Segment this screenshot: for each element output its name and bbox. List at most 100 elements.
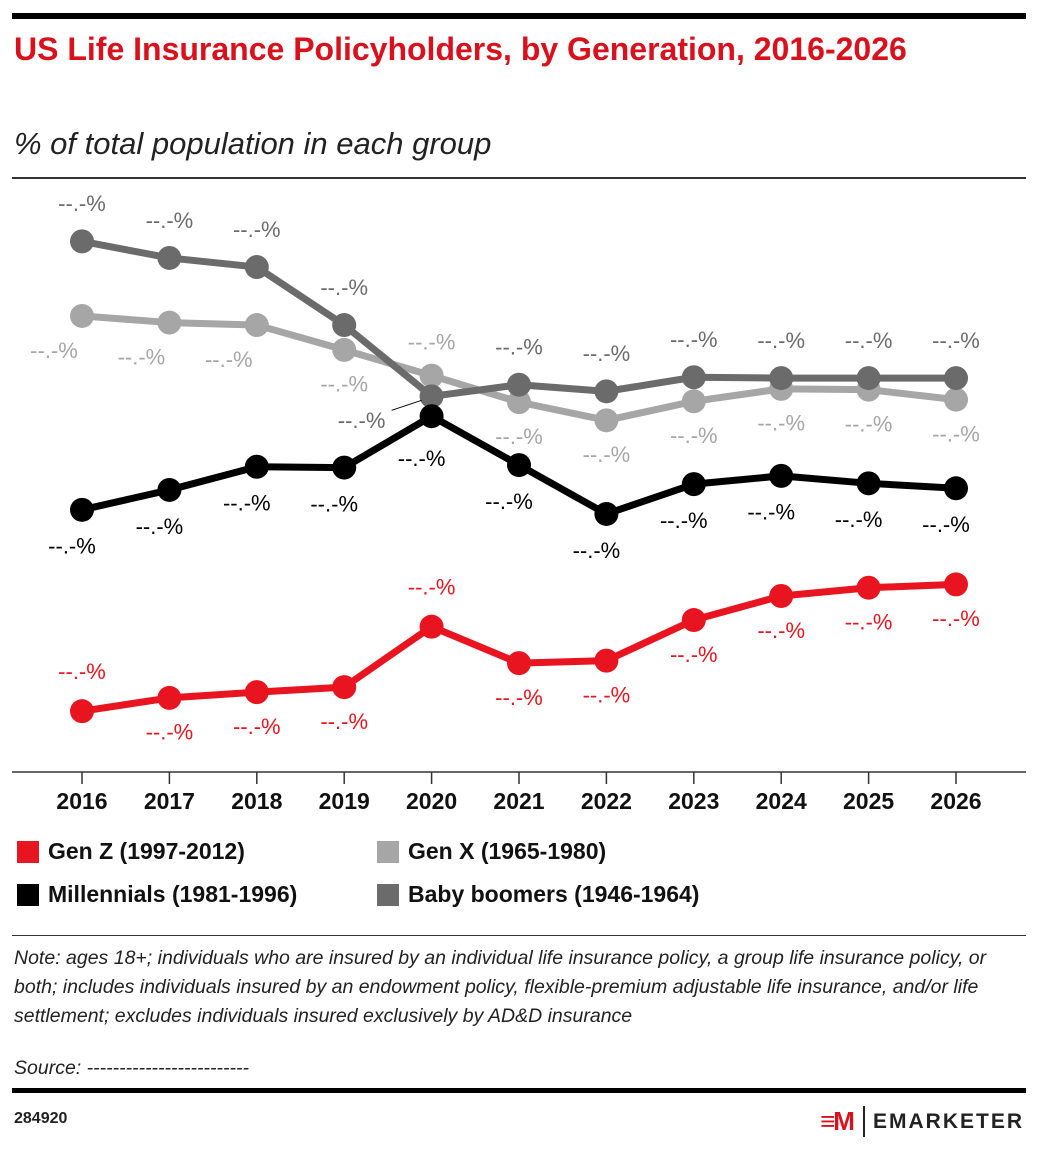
data-label: --.-% [660, 508, 708, 533]
data-point [332, 337, 357, 362]
data-label: --.-% [583, 442, 631, 467]
data-point [419, 363, 444, 388]
data-point [681, 365, 706, 390]
data-label: --.-% [398, 446, 446, 471]
data-label: --.-% [495, 424, 543, 449]
data-point [944, 366, 968, 391]
data-point [244, 454, 269, 479]
source: Source: ------------------------- [14, 1057, 249, 1079]
note: Note: ages 18+; individuals who are insu… [14, 947, 987, 1027]
data-point [944, 476, 968, 501]
data-point [507, 651, 531, 676]
x-tick-label: 2018 [231, 788, 282, 814]
bottom-bar [12, 1088, 1026, 1093]
data-point [769, 584, 794, 608]
chart-title: US Life Insurance Policyholders, by Gene… [14, 31, 907, 67]
data-label: --.-% [845, 328, 893, 353]
data-label: --.-% [495, 685, 543, 710]
data-point [856, 471, 881, 496]
data-point [419, 614, 444, 639]
data-label: --.-% [48, 534, 96, 559]
data-label: --.-% [583, 341, 631, 366]
data-point [332, 313, 357, 338]
data-point [70, 229, 94, 254]
chart: 2016 2017 2018 2019 2020 2021 2022 2023 2024 2025… [12, 191, 1026, 907]
data-label: --.-% [338, 408, 386, 433]
chart-id: 284920 [14, 1110, 68, 1127]
data-label: --.-% [320, 275, 368, 300]
data-label: --.-% [320, 709, 368, 734]
data-point [70, 497, 94, 522]
data-point [332, 455, 357, 480]
data-label: --.-% [835, 507, 883, 532]
data-label: --.-% [670, 423, 718, 448]
chart-subtitle: % of total population in each group [14, 126, 492, 161]
x-tick-label: 2026 [930, 788, 981, 814]
data-point [157, 245, 182, 270]
data-point [244, 255, 269, 280]
data-point [507, 453, 531, 478]
divider [12, 935, 1026, 936]
top-bar [12, 13, 1026, 19]
divider [12, 177, 1026, 179]
data-point [944, 387, 968, 412]
data-label: --.-% [146, 208, 194, 233]
data-point [244, 313, 269, 338]
legend-label: Gen X (1965-1980) [408, 838, 606, 864]
data-label: --.-% [670, 642, 718, 667]
data-label: --.-% [408, 329, 456, 354]
data-point [769, 366, 794, 391]
data-point [419, 404, 444, 429]
data-label: --.-% [757, 618, 805, 643]
data-label: --.-% [58, 659, 106, 684]
data-point [70, 303, 94, 328]
data-label: --.-% [205, 347, 253, 372]
data-label: --.-% [932, 606, 980, 631]
data-label: --.-% [233, 217, 281, 242]
leader-line [391, 399, 422, 411]
data-label: --.-% [223, 491, 271, 516]
data-label: --.-% [233, 714, 281, 739]
legend-label: Gen Z (1997-2012) [48, 838, 245, 864]
legend-label: Baby boomers (1946-1964) [408, 881, 699, 907]
x-tick-label: 2020 [406, 788, 457, 814]
legend-swatch [377, 841, 399, 863]
data-point [594, 379, 619, 404]
data-point [157, 310, 182, 335]
x-tick-label: 2017 [144, 788, 195, 814]
data-point [70, 699, 94, 724]
data-point [507, 372, 531, 397]
data-point [856, 366, 881, 391]
data-label: --.-% [670, 327, 718, 352]
data-label: --.-% [757, 411, 805, 436]
data-label: --.-% [583, 682, 631, 707]
legend-swatch [17, 884, 39, 906]
data-label: --.-% [320, 372, 368, 397]
data-point [157, 477, 182, 502]
data-point [244, 680, 269, 705]
x-tick-label: 2022 [581, 788, 632, 814]
x-tick-label: 2024 [756, 788, 807, 814]
data-label: --.-% [58, 191, 106, 216]
legend-swatch [377, 884, 399, 906]
data-point [507, 390, 531, 415]
data-point [594, 408, 619, 433]
data-label: --.-% [932, 328, 980, 353]
data-label: --.-% [495, 335, 543, 360]
data-label: --.-% [146, 720, 194, 745]
data-label: --.-% [932, 421, 980, 446]
data-label: --.-% [30, 338, 78, 363]
data-label: --.-% [573, 538, 621, 563]
data-label: --.-% [408, 574, 456, 599]
data-label: --.-% [922, 512, 970, 537]
brand: ≡M EMARKETER [820, 1106, 1024, 1137]
legend-label: Millennials (1981-1996) [48, 881, 297, 907]
data-point [681, 389, 706, 414]
data-label: --.-% [310, 491, 358, 516]
data-point [944, 572, 968, 597]
data-point [332, 675, 357, 700]
legend-swatch [17, 841, 39, 863]
data-label: --.-% [118, 344, 166, 369]
x-tick-label: 2025 [843, 788, 894, 814]
